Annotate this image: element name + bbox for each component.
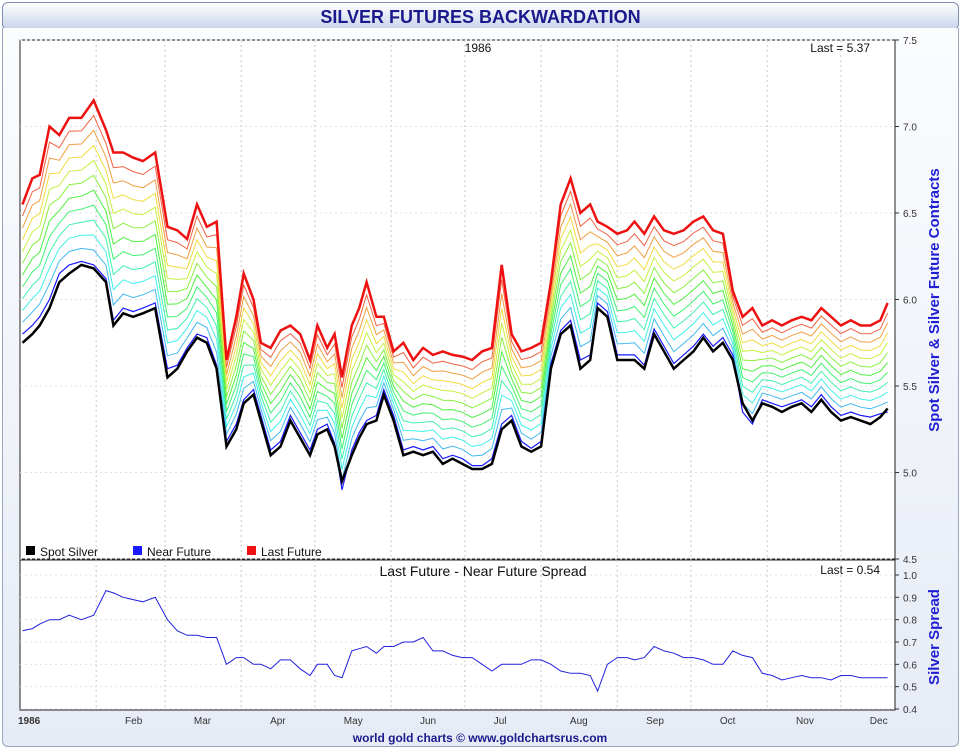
y-tick-label: 6.5 — [903, 209, 917, 220]
spread-y-tick-label: 0.6 — [903, 660, 917, 671]
y-tick-label: 6.0 — [903, 296, 917, 307]
x-tick-label: Apr — [270, 716, 286, 727]
contract-line — [22, 129, 889, 398]
contract-line — [22, 219, 888, 460]
x-tick-label: Jul — [494, 716, 507, 727]
contract-line — [22, 189, 888, 439]
footer-credit: world gold charts © www.goldchartsrus.co… — [352, 731, 608, 745]
title-bar: SILVER FUTURES BACKWARDATION — [2, 2, 959, 30]
contract-line — [22, 144, 889, 409]
near-future-line — [22, 260, 888, 490]
legend-label: Near Future — [147, 545, 211, 559]
spread-y-tick-label: 0.8 — [903, 616, 917, 627]
spread-y-tick-label: 0.7 — [903, 638, 917, 649]
x-tick-label: Dec — [870, 716, 888, 727]
main-last-label: Last = 5.37 — [810, 41, 870, 55]
contract-line — [22, 114, 889, 388]
spread-y-tick-label: 0.5 — [903, 683, 917, 694]
legend-swatch — [247, 546, 256, 555]
spread-y-tick-label: 0.4 — [903, 705, 917, 716]
x-tick-label: Feb — [125, 716, 143, 727]
last-future-line — [21, 97, 889, 378]
main-y-axis-title: Spot Silver & Silver Future Contracts — [926, 168, 943, 431]
x-tick-label: Sep — [646, 716, 664, 727]
y-tick-label: 5.0 — [903, 469, 917, 480]
spread-line — [22, 589, 888, 693]
spread-y-axis-title: Silver Spread — [926, 589, 943, 685]
contract-line — [22, 174, 889, 429]
contract-line — [22, 234, 888, 470]
contract-line — [22, 159, 889, 419]
legend-label: Last Future — [261, 545, 322, 559]
chart-title: SILVER FUTURES BACKWARDATION — [320, 7, 641, 27]
contract-line — [22, 204, 888, 450]
y-tick-label: 5.5 — [903, 382, 917, 393]
x-tick-label: Oct — [720, 716, 736, 727]
x-tick-label: Jun — [420, 716, 436, 727]
spread-plot-area — [19, 559, 896, 711]
x-tick-label: Nov — [796, 716, 814, 727]
legend-swatch — [133, 546, 142, 555]
y-tick-label: 4.5 — [903, 555, 917, 566]
x-tick-label: May — [344, 716, 363, 727]
y-tick-label: 7.5 — [903, 36, 917, 47]
main-subtitle: 1986 — [465, 41, 492, 55]
spread-title: Last Future - Near Future Spread — [380, 563, 587, 579]
legend-swatch — [26, 546, 35, 555]
x-tick-label: Aug — [570, 716, 588, 727]
spread-last-label: Last = 0.54 — [820, 563, 880, 577]
y-tick-label: 7.0 — [903, 123, 917, 134]
spot-silver-line — [21, 263, 889, 486]
x-tick-label: Mar — [194, 716, 212, 727]
spread-y-tick-label: 0.9 — [903, 593, 917, 604]
spread-y-tick-label: 1.0 — [903, 571, 917, 582]
x-tick-label: 1986 — [18, 716, 41, 727]
legend-label: Spot Silver — [40, 545, 98, 559]
